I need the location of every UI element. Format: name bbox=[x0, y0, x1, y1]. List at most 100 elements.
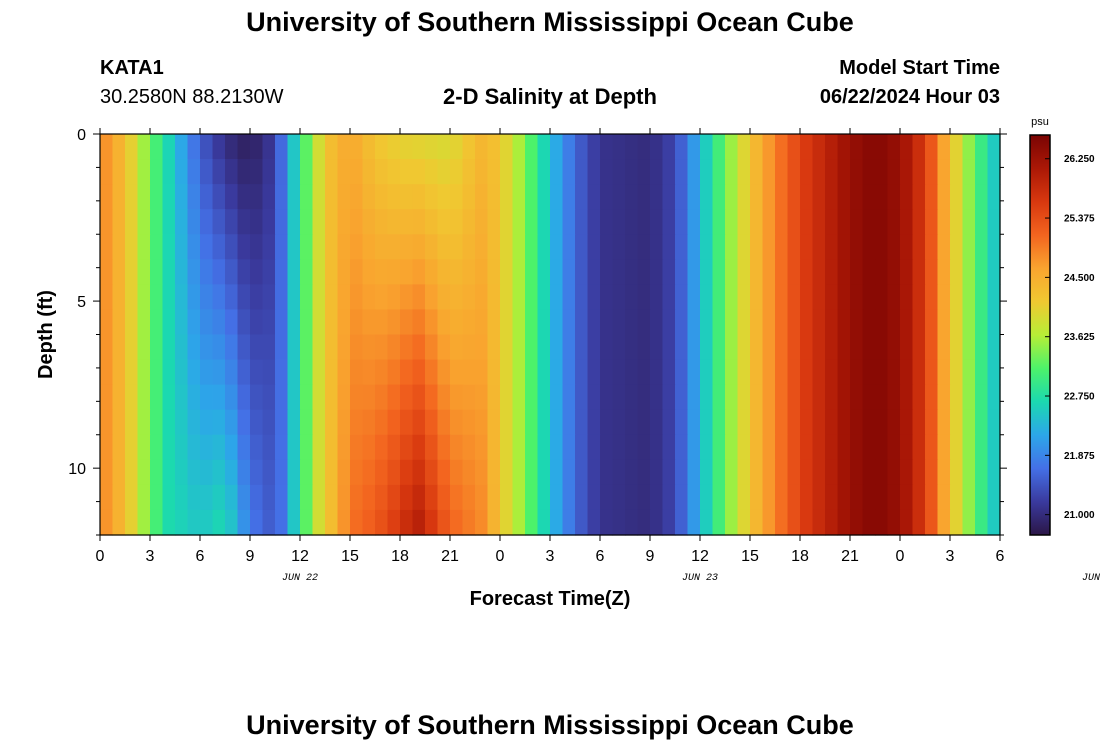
heatmap-cell bbox=[187, 284, 201, 311]
heatmap-cell bbox=[550, 434, 564, 461]
heatmap-cell bbox=[137, 484, 151, 511]
heatmap-cell bbox=[887, 309, 901, 336]
heatmap-cell bbox=[412, 409, 426, 436]
heatmap-cell bbox=[837, 384, 851, 411]
heatmap-cell bbox=[975, 434, 989, 461]
heatmap-cell bbox=[300, 409, 314, 436]
heatmap-cell bbox=[262, 234, 276, 260]
heatmap-cell bbox=[800, 484, 814, 511]
heatmap-cell bbox=[275, 134, 289, 160]
heatmap-cell bbox=[312, 184, 326, 210]
heatmap-cell bbox=[137, 159, 151, 185]
heatmap-cell bbox=[525, 284, 539, 311]
heatmap-cell bbox=[975, 134, 989, 160]
heatmap-cell bbox=[200, 134, 214, 160]
heatmap-cell bbox=[425, 209, 439, 235]
heatmap-cell bbox=[775, 484, 789, 511]
heatmap-cell bbox=[150, 334, 164, 361]
heatmap-cell bbox=[262, 259, 276, 285]
heatmap-cell bbox=[125, 334, 139, 361]
heatmap-cell bbox=[925, 359, 939, 386]
heatmap-cell bbox=[662, 384, 676, 411]
heatmap-cell bbox=[787, 409, 801, 436]
heatmap-cell bbox=[962, 134, 976, 160]
heatmap-cell bbox=[950, 259, 964, 285]
heatmap-cell bbox=[750, 209, 764, 235]
heatmap-cell bbox=[775, 309, 789, 336]
heatmap-cell bbox=[437, 259, 451, 285]
x-tick-label: 21 bbox=[441, 548, 459, 565]
heatmap-cell bbox=[125, 209, 139, 235]
heatmap-cell bbox=[737, 159, 751, 185]
x-tick-label: 9 bbox=[246, 548, 255, 565]
heatmap-cell bbox=[487, 284, 501, 311]
heatmap-cell bbox=[925, 159, 939, 185]
heatmap-cell bbox=[475, 134, 489, 160]
heatmap-cell bbox=[200, 234, 214, 260]
heatmap-cell bbox=[375, 234, 389, 260]
heatmap-cell bbox=[875, 334, 889, 361]
heatmap-cell bbox=[425, 334, 439, 361]
heatmap-cell bbox=[637, 434, 651, 461]
heatmap-cell bbox=[362, 184, 376, 210]
colorbar-gradient bbox=[1029, 134, 1051, 536]
heatmap-cell bbox=[937, 284, 951, 311]
heatmap-cell bbox=[475, 184, 489, 210]
heatmap-cell bbox=[462, 234, 476, 260]
heatmap-cell bbox=[412, 459, 426, 486]
heatmap-cell bbox=[887, 484, 901, 511]
heatmap-cell bbox=[737, 209, 751, 235]
heatmap-cell bbox=[962, 184, 976, 210]
heatmap-cell bbox=[525, 234, 539, 260]
heatmap-cell bbox=[787, 484, 801, 511]
heatmap-cell bbox=[625, 384, 639, 411]
x-tick-label: 9 bbox=[646, 548, 655, 565]
heatmap-cell bbox=[250, 484, 264, 511]
heatmap-cell bbox=[387, 334, 401, 361]
heatmap-cell bbox=[950, 334, 964, 361]
heatmap-cell bbox=[500, 384, 514, 411]
heatmap-cell bbox=[262, 184, 276, 210]
heatmap-cell bbox=[462, 309, 476, 336]
heatmap-cell bbox=[562, 134, 576, 160]
heatmap-cell bbox=[875, 484, 889, 511]
heatmap-cell bbox=[700, 209, 714, 235]
heatmap-cell bbox=[637, 284, 651, 311]
heatmap-cell bbox=[987, 384, 1001, 411]
heatmap-cell bbox=[687, 359, 701, 386]
heatmap-cell bbox=[100, 209, 114, 235]
heatmap-cell bbox=[462, 509, 476, 536]
heatmap-cell bbox=[625, 359, 639, 386]
heatmap-cell bbox=[187, 359, 201, 386]
heatmap-cell bbox=[112, 184, 126, 210]
heatmap-cell bbox=[887, 259, 901, 285]
heatmap-cell bbox=[887, 509, 901, 536]
heatmap-cell bbox=[750, 309, 764, 336]
heatmap-cell bbox=[312, 159, 326, 185]
heatmap-cell bbox=[275, 509, 289, 536]
heatmap-cell bbox=[950, 184, 964, 210]
heatmap-cell bbox=[175, 334, 189, 361]
heatmap-cell bbox=[475, 434, 489, 461]
heatmap-cell bbox=[687, 334, 701, 361]
heatmap-cell bbox=[250, 309, 264, 336]
heatmap-cell bbox=[987, 509, 1001, 536]
heatmap-cell bbox=[850, 284, 864, 311]
heatmap-cell bbox=[500, 134, 514, 160]
heatmap-cell bbox=[825, 484, 839, 511]
heatmap-cell bbox=[812, 409, 826, 436]
heatmap-cell bbox=[587, 484, 601, 511]
heatmap-cell bbox=[512, 134, 526, 160]
heatmap-cell bbox=[837, 409, 851, 436]
heatmap-cell bbox=[837, 309, 851, 336]
heatmap-cell bbox=[925, 209, 939, 235]
heatmap-cell bbox=[612, 359, 626, 386]
heatmap-cell bbox=[650, 434, 664, 461]
heatmap-cell bbox=[187, 509, 201, 536]
heatmap-cell bbox=[812, 309, 826, 336]
heatmap-cell bbox=[800, 384, 814, 411]
heatmap-cell bbox=[837, 159, 851, 185]
heatmap-cell bbox=[587, 384, 601, 411]
heatmap-cell bbox=[437, 134, 451, 160]
heatmap-cell bbox=[912, 259, 926, 285]
